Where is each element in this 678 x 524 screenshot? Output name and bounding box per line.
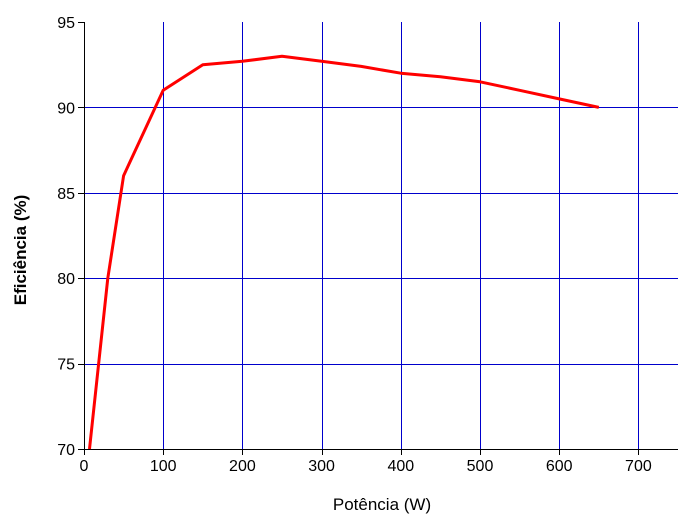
y-tick-label: 75: [57, 357, 75, 374]
x-tick-label: 300: [308, 458, 335, 475]
x-tick-label: 200: [229, 458, 256, 475]
x-axis-label: Potência (W): [333, 495, 431, 514]
y-tick-label: 90: [57, 100, 75, 117]
y-axis-ticks: 70 75 80 85 90 95: [57, 15, 84, 459]
x-tick-label: 400: [387, 458, 414, 475]
plot-frame: [84, 22, 678, 450]
x-tick-label: 500: [467, 458, 494, 475]
x-tick-label: 100: [150, 458, 177, 475]
y-tick-label: 70: [57, 442, 75, 459]
x-tick-label: 600: [546, 458, 573, 475]
y-tick-label: 85: [57, 186, 75, 203]
y-tick-label: 80: [57, 271, 75, 288]
series-layer: [88, 54, 600, 450]
x-tick-label: 0: [80, 458, 89, 475]
y-axis-label: Eficiência (%): [11, 195, 30, 306]
x-axis-ticks: 0 100 200 300 400 500 600 700: [80, 449, 652, 475]
y-tick-label: 95: [57, 15, 75, 32]
grid: [84, 22, 678, 449]
series-line: [88, 54, 600, 450]
x-tick-label: 700: [625, 458, 652, 475]
